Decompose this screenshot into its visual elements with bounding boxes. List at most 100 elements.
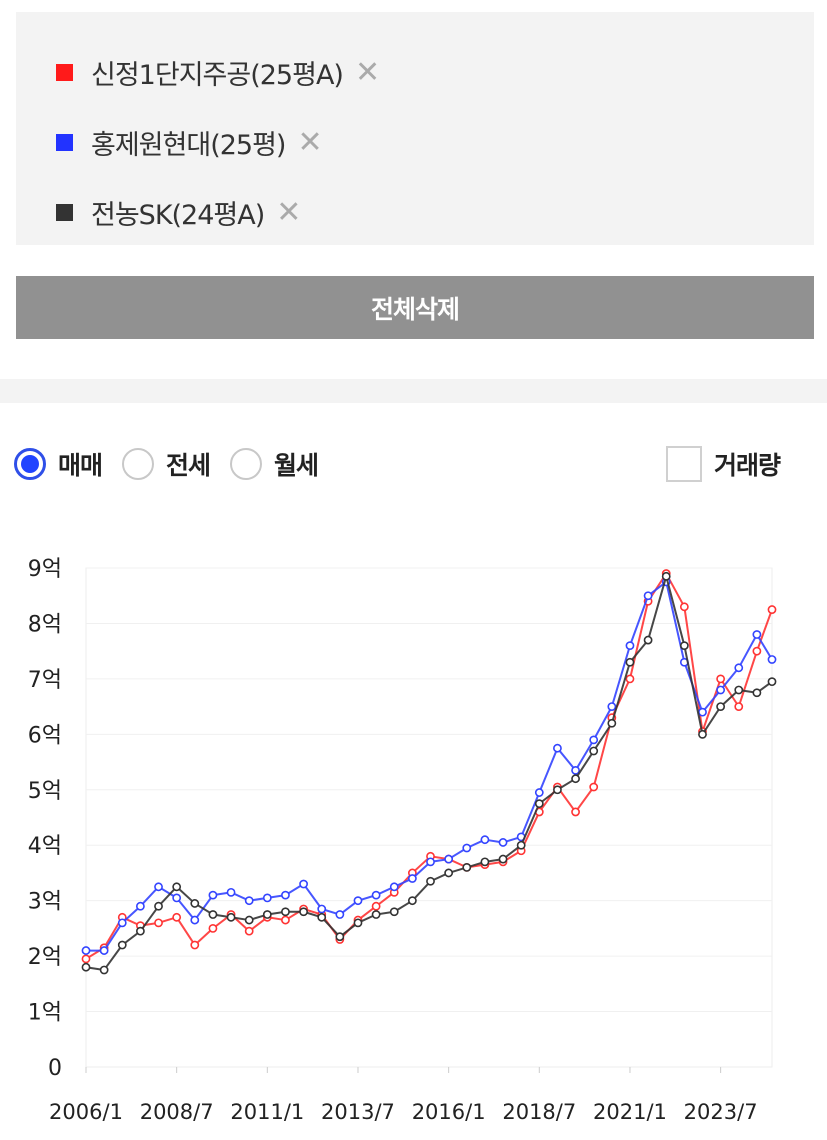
x-tick-label: 2018/7 — [502, 1100, 576, 1124]
data-point-2 — [135, 926, 145, 936]
data-point-1 — [226, 887, 236, 897]
plot-area — [85, 567, 773, 1068]
trade-type-radio-group: 매매 전세 월세 — [14, 444, 338, 484]
data-point-0 — [716, 674, 726, 684]
data-point-2 — [752, 688, 762, 698]
data-point-2 — [426, 876, 435, 886]
y-tick-label: 1억 — [28, 1001, 62, 1026]
data-point-1 — [117, 918, 127, 928]
data-point-1 — [135, 901, 145, 911]
data-point-2 — [571, 774, 580, 784]
data-point-0 — [589, 782, 599, 792]
data-point-2 — [734, 685, 744, 695]
data-point-0 — [625, 674, 635, 684]
data-point-0 — [281, 915, 290, 925]
radio-monthly-rent-label: 월세 — [274, 451, 319, 480]
data-point-2 — [407, 896, 417, 906]
compare-list: 신정1단지주공(25평A) ✕ 홍제원현대(25평) ✕ 전농SK(24평A) … — [16, 12, 814, 245]
remove-icon[interactable]: ✕ — [276, 194, 301, 230]
data-point-1 — [262, 893, 272, 903]
data-point-2 — [389, 907, 399, 917]
data-point-2 — [299, 907, 308, 917]
data-point-0 — [571, 807, 580, 817]
radio-unselected-icon[interactable] — [230, 448, 263, 480]
data-point-2 — [81, 962, 91, 972]
x-tick-label: 2008/7 — [140, 1100, 214, 1124]
data-point-2 — [208, 910, 218, 919]
series-line-2 — [85, 575, 773, 971]
data-point-0 — [371, 901, 381, 911]
data-point-1 — [643, 591, 653, 601]
data-point-1 — [299, 879, 308, 889]
data-point-1 — [589, 735, 599, 745]
volume-checkbox[interactable] — [666, 446, 702, 482]
radio-unselected-icon[interactable] — [122, 448, 155, 480]
x-tick-label: 2023/7 — [684, 1100, 758, 1124]
delete-all-button[interactable]: 전체삭제 — [16, 276, 814, 339]
radio-monthly-rent[interactable]: 월세 — [230, 446, 319, 482]
data-point-1 — [81, 946, 91, 955]
data-point-2 — [625, 657, 635, 667]
radio-jeonse[interactable]: 전세 — [122, 446, 211, 482]
data-point-2 — [480, 857, 490, 867]
data-point-1 — [208, 890, 218, 900]
remove-icon[interactable]: ✕ — [297, 124, 322, 160]
data-point-1 — [498, 838, 508, 847]
data-point-1 — [462, 843, 472, 853]
data-point-1 — [335, 910, 345, 919]
y-tick-label: 2억 — [28, 945, 62, 970]
data-point-1 — [444, 854, 454, 864]
data-point-1 — [154, 882, 163, 892]
data-point-2 — [607, 718, 617, 728]
data-point-1 — [99, 946, 109, 955]
data-point-2 — [716, 702, 726, 712]
data-point-1 — [244, 896, 254, 906]
section-divider — [0, 379, 827, 403]
y-tick-label: 7억 — [28, 668, 62, 693]
data-point-2 — [99, 965, 109, 975]
data-point-0 — [244, 926, 254, 936]
data-point-2 — [244, 915, 254, 925]
data-point-2 — [371, 910, 381, 919]
data-point-0 — [208, 923, 218, 933]
data-point-1 — [281, 890, 290, 900]
volume-label: 거래량 — [714, 451, 781, 480]
data-point-2 — [534, 799, 544, 809]
data-point-1 — [407, 874, 417, 883]
x-tick-label: 2021/1 — [593, 1100, 667, 1124]
data-point-2 — [281, 907, 290, 917]
data-point-0 — [679, 602, 689, 612]
data-point-1 — [172, 893, 182, 903]
y-tick-label: 0 — [48, 1056, 62, 1081]
radio-selected-icon[interactable] — [14, 448, 46, 480]
compare-item-jeonnong: 전농SK(24평A) ✕ — [56, 192, 301, 232]
radio-jeonse-label: 전세 — [166, 451, 211, 480]
data-point-2 — [317, 912, 327, 922]
x-tick-label: 2006/1 — [49, 1100, 123, 1124]
data-point-2 — [172, 882, 182, 892]
volume-toggle[interactable]: 거래량 — [666, 444, 781, 484]
data-point-1 — [767, 655, 777, 664]
data-point-2 — [335, 932, 345, 942]
series-swatch-blue — [56, 133, 73, 151]
data-point-2 — [589, 746, 599, 756]
data-point-1 — [480, 835, 490, 845]
compare-item-shinjeong: 신정1단지주공(25평A) ✕ — [56, 52, 380, 92]
data-point-0 — [154, 918, 163, 928]
data-point-2 — [643, 635, 653, 645]
radio-sale[interactable]: 매매 — [14, 446, 103, 482]
data-point-1 — [353, 896, 363, 906]
data-point-2 — [154, 901, 163, 911]
data-point-2 — [679, 641, 689, 651]
data-point-1 — [716, 685, 726, 695]
data-point-1 — [371, 890, 381, 900]
series-swatch-dark — [56, 203, 73, 221]
radio-sale-label: 매매 — [58, 451, 103, 480]
x-tick-label: 2011/1 — [230, 1100, 304, 1124]
data-point-1 — [426, 857, 435, 867]
data-point-1 — [607, 702, 617, 712]
y-tick-label: 9억 — [28, 557, 62, 582]
y-tick-label: 3억 — [28, 890, 62, 915]
data-point-2 — [444, 868, 454, 878]
remove-icon[interactable]: ✕ — [354, 54, 380, 90]
